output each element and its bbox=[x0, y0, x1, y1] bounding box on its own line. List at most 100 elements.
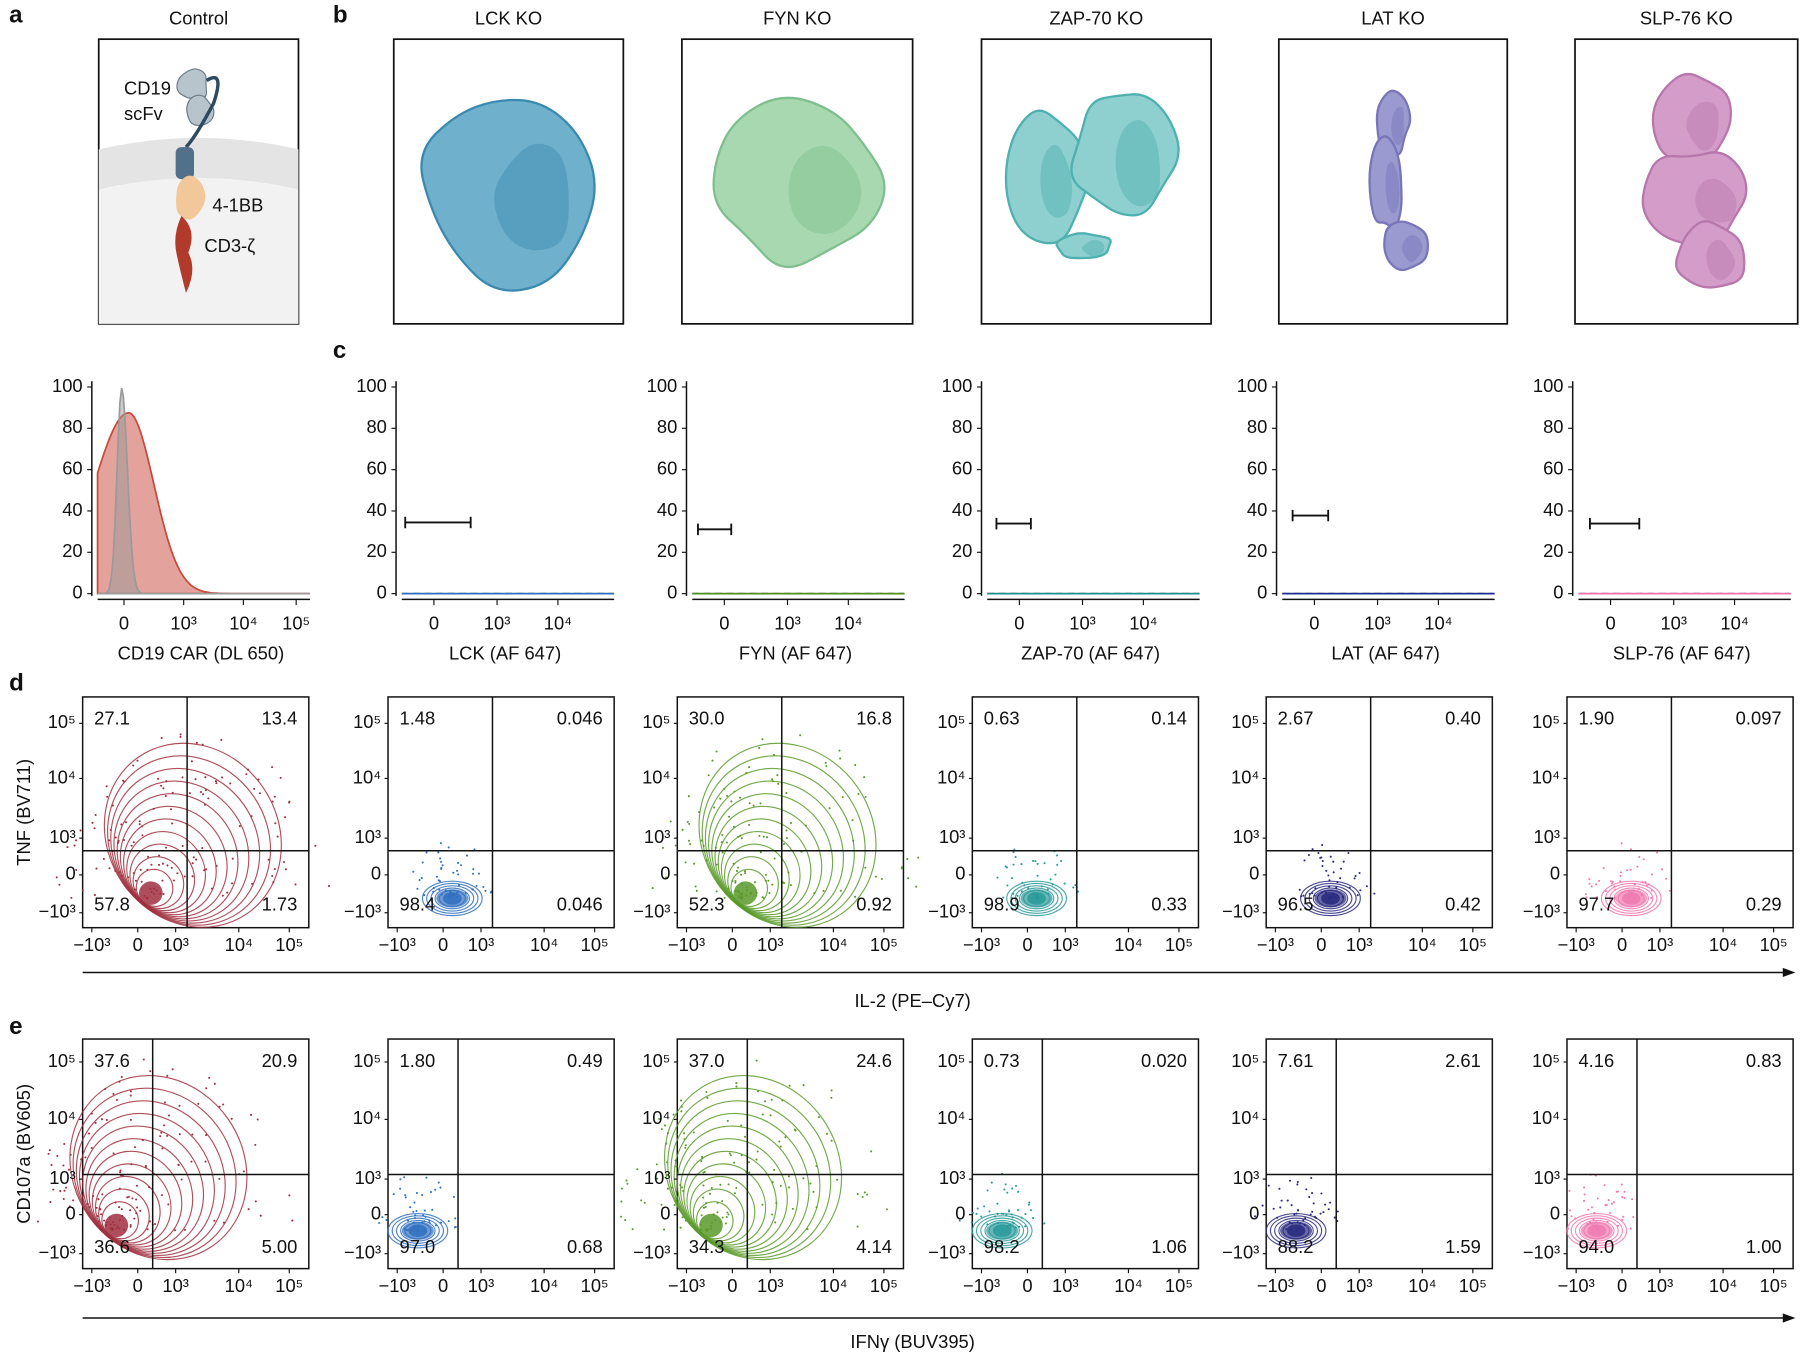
event bbox=[131, 1197, 134, 1200]
event bbox=[226, 891, 229, 894]
event bbox=[122, 779, 125, 782]
event bbox=[267, 858, 270, 861]
event bbox=[734, 879, 737, 883]
event bbox=[456, 861, 460, 864]
event bbox=[1017, 1209, 1020, 1212]
event bbox=[1029, 1209, 1032, 1212]
y-tick-label: −10³ bbox=[928, 901, 965, 922]
event bbox=[1322, 1211, 1325, 1214]
event bbox=[727, 815, 731, 818]
event bbox=[177, 1163, 180, 1167]
event bbox=[1279, 1206, 1282, 1209]
event bbox=[288, 800, 291, 803]
event bbox=[771, 1213, 774, 1216]
flow-plot bbox=[651, 696, 920, 929]
event bbox=[726, 1211, 729, 1214]
event bbox=[799, 734, 802, 737]
event bbox=[221, 894, 224, 897]
event bbox=[825, 765, 828, 768]
quadrant-value: 1.73 bbox=[262, 894, 298, 915]
contour bbox=[717, 818, 812, 916]
contour bbox=[1570, 1215, 1624, 1247]
event bbox=[660, 1203, 663, 1206]
event bbox=[136, 1206, 139, 1209]
tm bbox=[175, 147, 195, 180]
event bbox=[1332, 860, 1335, 863]
event bbox=[452, 1195, 455, 1198]
flow-plot bbox=[36, 1038, 310, 1270]
event bbox=[1027, 1203, 1030, 1206]
quadrant-value: 2.61 bbox=[1445, 1050, 1481, 1071]
event bbox=[431, 1208, 434, 1211]
y-tick-label: 10³ bbox=[1233, 1167, 1260, 1188]
event bbox=[148, 1220, 152, 1223]
event bbox=[1020, 863, 1023, 866]
event bbox=[771, 883, 774, 886]
event bbox=[392, 1193, 395, 1196]
x-tick-label: 10⁵ bbox=[275, 1275, 303, 1296]
event bbox=[1034, 860, 1037, 863]
event bbox=[1329, 855, 1332, 858]
event bbox=[728, 1152, 731, 1155]
quadrant-value: 0.49 bbox=[567, 1050, 603, 1071]
event bbox=[180, 1178, 183, 1181]
y-tick-label: 10⁵ bbox=[1231, 711, 1259, 732]
event bbox=[733, 1192, 737, 1195]
y-tick-label: 0 bbox=[962, 581, 972, 602]
y-tick-label: 60 bbox=[1247, 457, 1267, 478]
y-tick-label: 10³ bbox=[644, 826, 671, 847]
event bbox=[1650, 873, 1654, 876]
contour bbox=[733, 881, 758, 905]
event bbox=[620, 1200, 623, 1203]
y-tick-label: 20 bbox=[1247, 540, 1267, 561]
event bbox=[229, 782, 232, 785]
protein-shade bbox=[1115, 119, 1161, 207]
event bbox=[90, 1146, 93, 1150]
x-tick-label: 0 bbox=[438, 1275, 448, 1296]
x-tick-label: 0 bbox=[1022, 934, 1032, 955]
contour bbox=[686, 1163, 767, 1246]
event bbox=[160, 737, 163, 740]
event bbox=[1356, 894, 1359, 897]
event bbox=[705, 1090, 708, 1094]
event bbox=[856, 1192, 859, 1195]
event bbox=[162, 892, 165, 896]
y-tick-label: 40 bbox=[657, 499, 677, 520]
event bbox=[190, 760, 193, 763]
arrow-head bbox=[1782, 1313, 1796, 1323]
quadrant-value: 97.7 bbox=[1578, 894, 1614, 915]
protein bbox=[1368, 135, 1403, 230]
event bbox=[404, 1196, 407, 1199]
event bbox=[1002, 896, 1005, 899]
event bbox=[684, 861, 687, 864]
event bbox=[418, 878, 421, 882]
event bbox=[191, 1133, 194, 1136]
event bbox=[688, 822, 691, 825]
event bbox=[1612, 1201, 1615, 1204]
contour bbox=[1278, 1219, 1314, 1242]
event bbox=[100, 1213, 103, 1216]
event bbox=[687, 795, 690, 798]
quadrant-value: 20.9 bbox=[262, 1050, 298, 1071]
x-tick-label: 10⁵ bbox=[870, 934, 898, 955]
x-tick-label: 10⁴ bbox=[225, 1275, 253, 1296]
y-tick-label: −10³ bbox=[1523, 1242, 1560, 1263]
event bbox=[758, 834, 761, 837]
event bbox=[204, 789, 207, 792]
event bbox=[809, 1182, 812, 1185]
event bbox=[245, 773, 248, 776]
contour bbox=[711, 793, 834, 920]
panel-label: d bbox=[9, 670, 24, 697]
event bbox=[52, 1188, 55, 1191]
quadrant-value: 0.83 bbox=[1746, 1050, 1782, 1071]
x-tick-label: 10³ bbox=[170, 612, 197, 633]
event bbox=[1312, 1202, 1315, 1205]
flow-plot bbox=[1265, 696, 1494, 929]
event bbox=[95, 1206, 98, 1209]
contour bbox=[695, 1201, 734, 1240]
event bbox=[1609, 880, 1612, 883]
x-tick-label: 10⁴ bbox=[1408, 934, 1436, 955]
axis-label: FYN (AF 647) bbox=[739, 642, 852, 663]
x-tick-label: 10⁵ bbox=[1760, 934, 1788, 955]
event bbox=[135, 1198, 138, 1201]
